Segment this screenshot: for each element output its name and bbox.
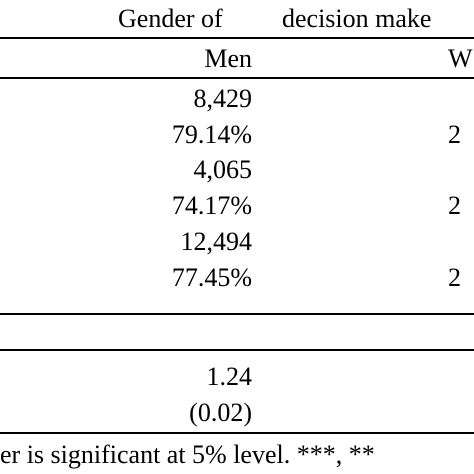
test-statistic: 1.24 xyxy=(206,362,253,391)
header-rule xyxy=(0,37,474,39)
header-group-label-right: decision make xyxy=(282,4,432,33)
table-cell-men: 4,065 xyxy=(193,155,253,184)
table-cell-women: 2 xyxy=(448,120,461,149)
table-cell-men: 8,429 xyxy=(193,84,253,113)
section-rule-top xyxy=(0,313,474,315)
column-header-women: W xyxy=(448,44,473,73)
table-cell-men: 77.45% xyxy=(171,263,252,292)
column-header-rule xyxy=(0,77,474,79)
table-cell-men: 74.17% xyxy=(171,191,252,220)
header-group-label-left: Gender of xyxy=(118,4,223,33)
table-cell-men: 12,494 xyxy=(180,227,253,256)
column-header-men: Men xyxy=(204,44,252,73)
table-cell-women: 2 xyxy=(448,191,461,220)
table-cell-men: 79.14% xyxy=(171,120,252,149)
test-pvalue: (0.02) xyxy=(189,398,252,427)
table-bottom-rule xyxy=(0,432,474,434)
table-cell-women: 2 xyxy=(448,263,461,292)
table-footnote: er is significant at 5% level. ***, ** xyxy=(0,440,375,469)
section-rule-bottom xyxy=(0,349,474,351)
